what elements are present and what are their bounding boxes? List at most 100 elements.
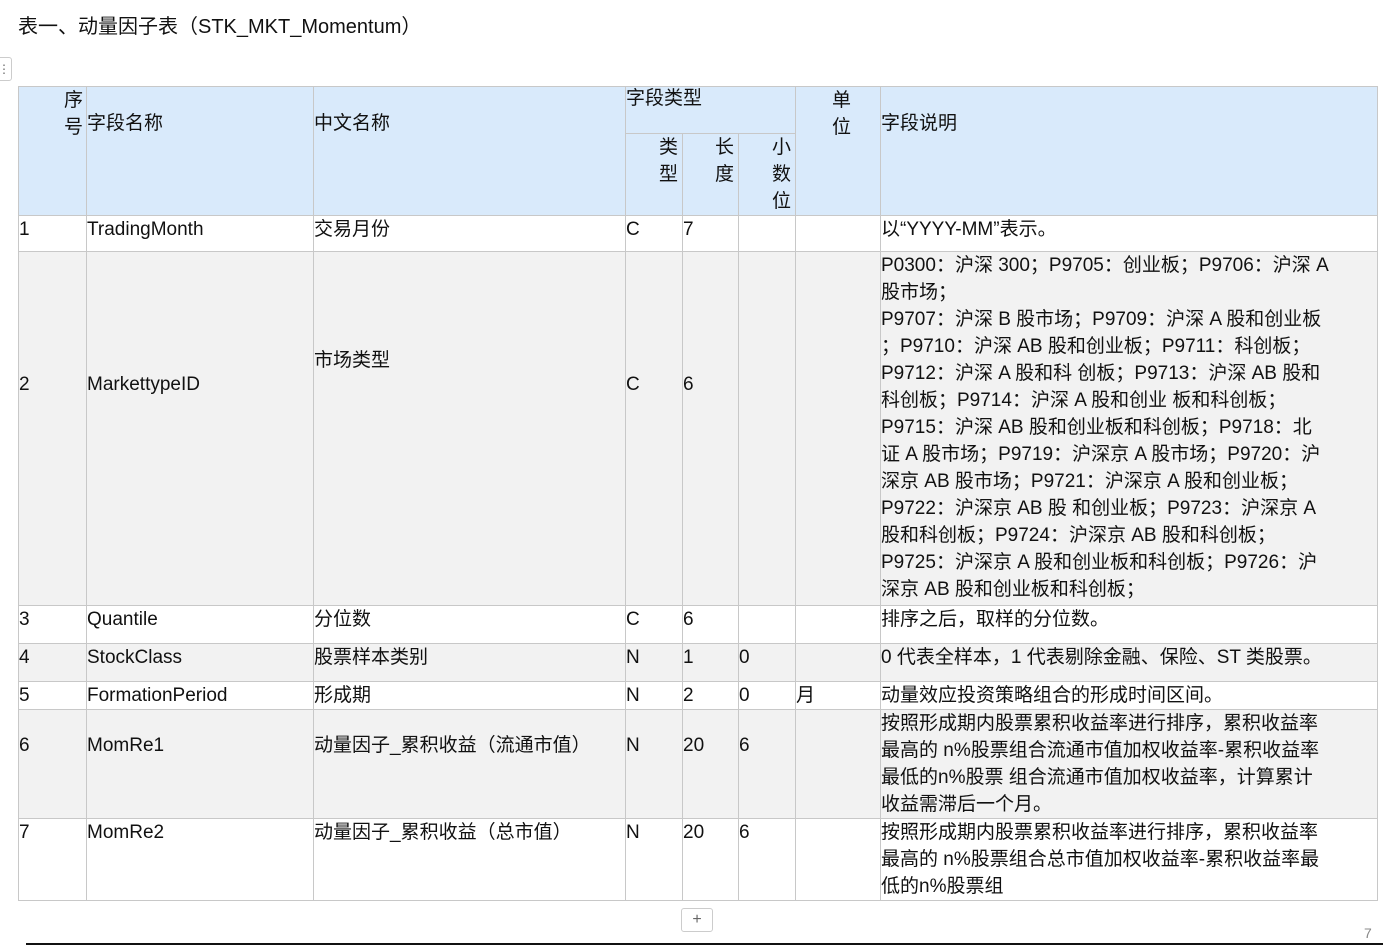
cell-type: C — [625, 251, 683, 606]
desc-line: P9707：沪深 B 股市场；P9709：沪深 A 股和创业板 — [881, 309, 1322, 330]
cell-field: MomRe2 — [86, 818, 314, 901]
cell-seq: 7 — [18, 818, 87, 901]
cell-decimals: 6 — [738, 818, 796, 901]
cell-type: C — [625, 215, 683, 252]
cell-length: 20 — [682, 818, 739, 901]
cell-length: 6 — [682, 251, 739, 606]
cell-type: N — [625, 818, 683, 901]
cell-decimals: 0 — [738, 681, 796, 710]
desc-line: 股和科创板；P9724：沪深京 AB 股和科创板； — [881, 525, 1276, 546]
header-decimals: 小数位 — [738, 133, 796, 216]
cell-field: FormationPeriod — [86, 681, 314, 710]
cell-field: MomRe1 — [86, 709, 314, 819]
cell-seq: 4 — [18, 643, 87, 682]
cell-unit — [795, 818, 881, 901]
cell-field: TradingMonth — [86, 215, 314, 252]
cell-length: 7 — [682, 215, 739, 252]
cell-seq: 2 — [18, 251, 87, 606]
desc-line: 最低的n%股票 组合流通市值加权收益率，计算累计 — [881, 767, 1313, 788]
cell-desc: P0300：沪深 300；P9705：创业板；P9706：沪深 A 股市场； P97… — [880, 251, 1378, 606]
desc-line: P9725：沪深京 A 股和创业板和科创板；P9726：沪 — [881, 552, 1318, 573]
table-row: 2 MarkettypeID 市场类型 C 6 P0300：沪深 300；P97… — [18, 251, 1378, 606]
cell-decimals — [738, 251, 796, 606]
page-bottom-rule — [26, 943, 1383, 945]
table-title: 表一、动量因子表（STK_MKT_Momentum） — [18, 16, 422, 38]
cell-unit — [795, 709, 881, 819]
cell-unit — [795, 251, 881, 606]
cell-cn: 形成期 — [313, 681, 626, 710]
cell-desc: 0 代表全样本，1 代表剔除金融、保险、ST 类股票。 — [880, 643, 1378, 682]
header-desc: 字段说明 — [880, 86, 1378, 216]
cell-desc: 按照形成期内股票累积收益率进行排序，累积收益率 最高的 n%股票组合流通市值加权收… — [880, 709, 1378, 819]
cell-unit — [795, 605, 881, 644]
header-length: 长度 — [682, 133, 739, 216]
desc-line: 收益需滞后一个月。 — [881, 794, 1053, 815]
desc-line: 以“YYYY-MM”表示。 — [881, 219, 1057, 240]
add-row-button[interactable]: + — [681, 908, 713, 932]
cell-desc: 以“YYYY-MM”表示。 — [880, 215, 1378, 252]
desc-line: 动量效应投资策略组合的形成时间区间。 — [881, 685, 1224, 706]
table-row: 5 FormationPeriod 形成期 N 2 0 月 动量效应投资策略组合… — [18, 681, 1378, 710]
cell-type: C — [625, 605, 683, 644]
momentum-table: 序号 字段名称 中文名称 字段类型 单位 字段说明 类型 长度 小数位 1 Tr… — [18, 86, 1378, 901]
header-field: 字段名称 — [86, 86, 314, 216]
cell-length: 20 — [682, 709, 739, 819]
header-type-group: 字段类型 — [625, 86, 796, 134]
table-row: 4 StockClass 股票样本类别 N 1 0 0 代表全样本，1 代表剔除… — [18, 643, 1378, 682]
desc-line: 低的n%股票组 — [881, 876, 1004, 897]
cell-field: StockClass — [86, 643, 314, 682]
cell-cn: 交易月份 — [313, 215, 626, 252]
cell-seq: 1 — [18, 215, 87, 252]
cell-length: 6 — [682, 605, 739, 644]
cell-decimals: 6 — [738, 709, 796, 819]
desc-line: 排序之后，取样的分位数。 — [881, 609, 1110, 630]
cell-desc: 按照形成期内股票累积收益率进行排序，累积收益率 最高的 n%股票组合总市值加权收益… — [880, 818, 1378, 901]
cell-decimals — [738, 215, 796, 252]
header-cn: 中文名称 — [313, 86, 626, 216]
desc-line: 科创板；P9714：沪深 A 股和创业 板和科创板； — [881, 390, 1287, 411]
cell-seq: 3 — [18, 605, 87, 644]
desc-line: 深京 AB 股和创业板和科创板； — [881, 579, 1145, 600]
desc-line: P9722：沪深京 AB 股 和创业板；P9723：沪深京 A — [881, 498, 1317, 519]
desc-line: P9715：沪深 AB 股和创业板和科创板；P9718：北 — [881, 417, 1312, 438]
table-row: 3 Quantile 分位数 C 6 排序之后，取样的分位数。 — [18, 605, 1378, 644]
cell-cn: 市场类型 — [313, 251, 626, 606]
cell-cn: 分位数 — [313, 605, 626, 644]
desc-line: 最高的 n%股票组合流通市值加权收益率-累积收益率 — [881, 740, 1320, 761]
desc-line: 0 代表全样本，1 代表剔除金融、保险、ST 类股票。 — [881, 647, 1322, 668]
desc-line: 按照形成期内股票累积收益率进行排序，累积收益率 — [881, 713, 1319, 734]
cell-type: N — [625, 709, 683, 819]
header-unit: 单位 — [795, 86, 881, 216]
header-type: 类型 — [625, 133, 683, 216]
desc-line: P9712：沪深 A 股和科 创板；P9713：沪深 AB 股和 — [881, 363, 1321, 384]
cell-decimals: 0 — [738, 643, 796, 682]
cell-cn: 动量因子_累积收益（流通市值） — [313, 709, 626, 819]
table-row: 6 MomRe1 动量因子_累积收益（流通市值） N 20 6 按照形成期内股票… — [18, 709, 1378, 819]
cell-decimals — [738, 605, 796, 644]
cell-desc: 动量效应投资策略组合的形成时间区间。 — [880, 681, 1378, 710]
cell-desc: 排序之后，取样的分位数。 — [880, 605, 1378, 644]
desc-line: 按照形成期内股票累积收益率进行排序，累积收益率 — [881, 822, 1319, 843]
cell-unit — [795, 215, 881, 252]
cell-type: N — [625, 643, 683, 682]
page-number: 7 — [1364, 925, 1372, 941]
desc-line: 深京 AB 股市场；P9721：沪深京 A 股和创业板； — [881, 471, 1299, 492]
cell-cn: 动量因子_累积收益（总市值） — [313, 818, 626, 901]
cell-field: Quantile — [86, 605, 314, 644]
cell-length: 2 — [682, 681, 739, 710]
desc-line: P0300：沪深 300；P9705：创业板；P9706：沪深 A — [881, 255, 1329, 276]
desc-line: 证 A 股市场；P9719：沪深京 A 股市场；P9720：沪 — [881, 444, 1321, 465]
cell-length: 1 — [682, 643, 739, 682]
cell-cn: 股票样本类别 — [313, 643, 626, 682]
table-row: 1 TradingMonth 交易月份 C 7 以“YYYY-MM”表示。 — [18, 215, 1378, 252]
cell-seq: 5 — [18, 681, 87, 710]
cell-unit: 月 — [795, 681, 881, 710]
header-seq: 序号 — [18, 86, 87, 216]
desc-line: ；P9710：沪深 AB 股和创业板；P9711：科创板； — [881, 336, 1311, 357]
cell-type: N — [625, 681, 683, 710]
cell-seq: 6 — [18, 709, 87, 819]
cell-unit — [795, 643, 881, 682]
desc-line: 股市场； — [881, 282, 958, 303]
table-row: 7 MomRe2 动量因子_累积收益（总市值） N 20 6 按照形成期内股票累… — [18, 818, 1378, 901]
table-drag-handle[interactable]: ⋮ — [0, 57, 12, 81]
